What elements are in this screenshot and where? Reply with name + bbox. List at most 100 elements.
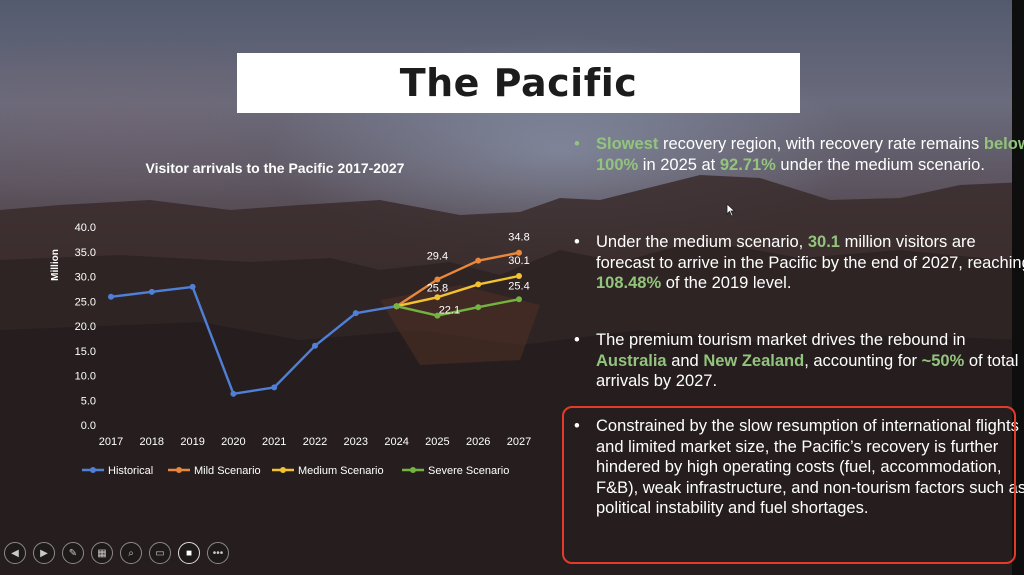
- next-icon: ▶: [40, 547, 48, 559]
- data-point: [434, 276, 441, 283]
- slide-title: The Pacific: [399, 61, 638, 105]
- presenter-toolbar: ◀ ▶ ✎ ▦ ⌕ ▭ ■ •••: [4, 542, 229, 564]
- line-chart: Million 0.0 5.0 10.0 15.0 20.0 25.0 30.0 35.0 40.…: [50, 222, 531, 477]
- bullet-item-3: • The premium tourism market drives the …: [568, 330, 1024, 392]
- data-point: [475, 304, 482, 311]
- chart-title: Visitor arrivals to the Pacific 2017-202…: [145, 160, 405, 176]
- bullet-marker: •: [574, 417, 580, 435]
- highlight-2019-level: 108.48%: [596, 274, 662, 292]
- highlight-australia: Australia: [596, 351, 667, 370]
- highlight-box: [562, 406, 1016, 564]
- data-label: 29.4: [427, 250, 448, 262]
- x-tick-label: 2019: [180, 436, 204, 448]
- y-tick-label: 10.0: [75, 371, 96, 383]
- zoom-button[interactable]: ⌕: [120, 542, 142, 564]
- x-tick-label: 2021: [262, 436, 286, 448]
- x-tick-label: 2018: [140, 436, 164, 448]
- mouse-cursor-icon: [726, 203, 736, 217]
- bullet-item-4: • Constrained by the slow resumption of …: [568, 416, 1024, 519]
- subtitles-icon: ▭: [155, 547, 165, 559]
- highlight-visitors: 30.1: [807, 233, 840, 251]
- bullet-text: The premium tourism market drives the re…: [596, 331, 966, 349]
- x-tick-label: 2023: [344, 436, 368, 448]
- data-point: [393, 303, 400, 310]
- previous-slide-button[interactable]: ◀: [4, 542, 26, 564]
- data-label: 34.8: [508, 232, 529, 244]
- y-tick-label: 40.0: [75, 222, 96, 234]
- bullet-text: recovery region, with recovery rate rema…: [658, 135, 984, 153]
- y-tick-label: 35.0: [75, 247, 96, 259]
- see-all-slides-button[interactable]: ▦: [91, 542, 113, 564]
- more-options-button[interactable]: •••: [207, 542, 229, 564]
- pen-icon: ✎: [68, 547, 78, 559]
- y-tick-label: 5.0: [81, 395, 96, 407]
- data-point: [271, 384, 278, 391]
- highlight-new-zealand: New Zealand: [703, 351, 805, 370]
- bullet-text: Under the medium scenario,: [596, 233, 808, 251]
- slides-grid-icon: ▦: [97, 547, 107, 559]
- legend-marker: [410, 467, 416, 473]
- legend-entry: Mild Scenario: [194, 465, 261, 477]
- subtitles-button[interactable]: ▭: [149, 542, 171, 564]
- x-tick-label: 2022: [303, 436, 327, 448]
- bullet-text: million visitors are forecast to arrive …: [596, 233, 1024, 272]
- bullet-marker: •: [574, 135, 580, 153]
- highlight-recovery-rate: 92.71%: [719, 155, 776, 174]
- legend-entry: Historical: [108, 465, 153, 477]
- highlight-below-100: below 100%: [596, 135, 1024, 174]
- data-point: [516, 296, 522, 303]
- data-point: [352, 310, 359, 317]
- data-label: 25.8: [427, 282, 448, 294]
- highlight-share: ~50%: [921, 351, 965, 370]
- y-tick-label: 30.0: [75, 272, 96, 284]
- data-point: [516, 249, 522, 256]
- data-point: [312, 342, 318, 349]
- data-point: [475, 281, 482, 288]
- data-point: [516, 273, 522, 280]
- data-point: [148, 288, 155, 295]
- next-slide-button[interactable]: ▶: [33, 542, 55, 564]
- bullet-marker: •: [574, 331, 580, 349]
- x-tick-label: 2020: [221, 436, 245, 448]
- data-point: [434, 294, 441, 301]
- y-tick-label: 15.0: [75, 346, 96, 358]
- x-tick-label: 2026: [466, 436, 490, 448]
- data-label: 25.4: [508, 280, 529, 292]
- bullet-text: and: [666, 351, 704, 370]
- x-tick-label: 2027: [507, 436, 531, 448]
- y-axis-label: Million: [50, 249, 61, 281]
- camera-icon: ■: [185, 547, 193, 559]
- bullet-item-1: • Slowest recovery region, with recovery…: [568, 134, 1024, 175]
- bullet-text: of total arrivals by 2027.: [596, 351, 1019, 391]
- pen-tool-button[interactable]: ✎: [62, 542, 84, 564]
- x-tick-label: 2017: [99, 436, 123, 448]
- more-options-icon: •••: [212, 547, 224, 559]
- series-line: [110, 285, 397, 396]
- bullet-text: in 2025 at: [638, 155, 720, 174]
- highlight-slowest: Slowest: [596, 135, 659, 153]
- camera-button[interactable]: ■: [178, 542, 200, 564]
- bullet-text: Constrained by the slow resumption of in…: [596, 417, 1024, 517]
- legend-marker: [176, 467, 182, 473]
- title-banner: The Pacific: [237, 53, 800, 113]
- bullet-text: under the medium scenario.: [775, 155, 985, 174]
- bullet-text: , accounting for: [804, 351, 922, 370]
- data-point: [475, 257, 482, 264]
- x-tick-label: 2025: [425, 436, 449, 448]
- data-label: 30.1: [508, 255, 529, 267]
- y-tick-label: 20.0: [75, 321, 96, 333]
- bullet-text: of the 2019 level.: [661, 274, 792, 292]
- data-point: [434, 312, 441, 319]
- data-point: [189, 283, 196, 290]
- legend-marker: [280, 467, 286, 473]
- data-label: 22.1: [439, 305, 460, 317]
- legend-marker: [90, 467, 96, 473]
- legend-entry: Severe Scenario: [428, 465, 509, 477]
- bullet-item-2: • Under the medium scenario, 30.1 millio…: [568, 232, 1024, 294]
- series-line: [396, 274, 520, 308]
- zoom-icon: ⌕: [128, 547, 134, 559]
- y-tick-label: 0.0: [81, 420, 96, 432]
- bullet-marker: •: [574, 233, 580, 251]
- data-point: [230, 390, 237, 397]
